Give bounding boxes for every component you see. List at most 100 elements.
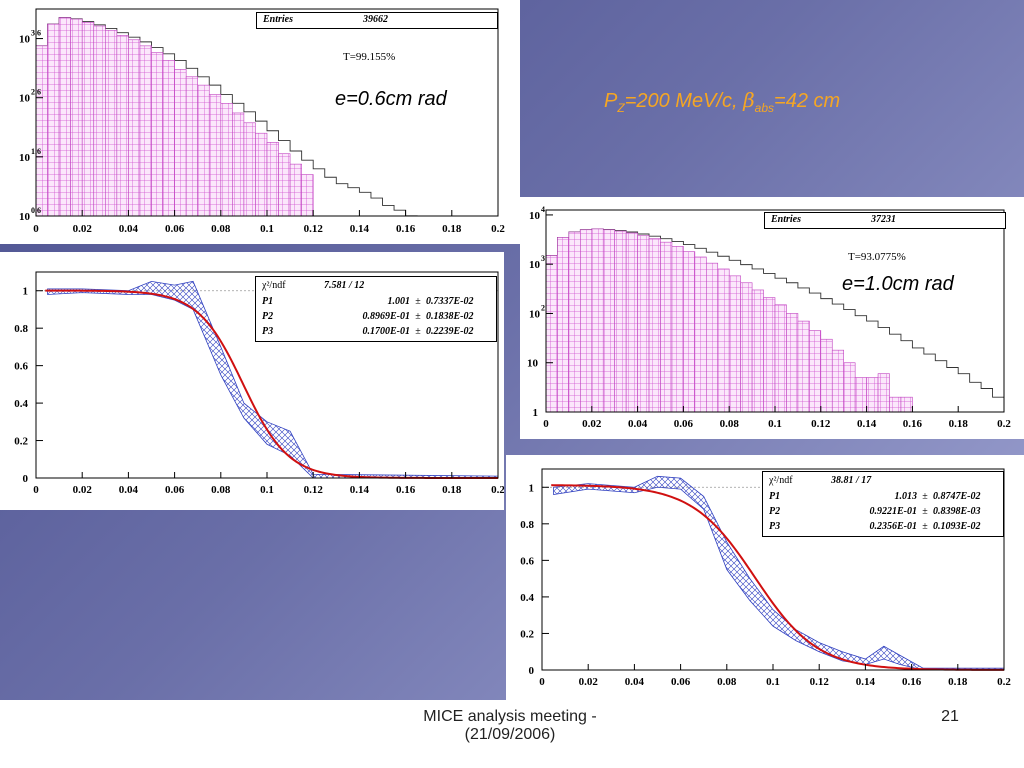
footer-meeting: MICE analysis meeting - (21/09/2006) (340, 708, 680, 744)
y-tick-label: 10 (529, 308, 541, 320)
x-tick-label: 0.1 (768, 418, 782, 430)
fit-stats-box-right: χ²/ndf 38.81 / 17 P1 1.013 ± 0.8747E-02 … (762, 471, 1004, 537)
x-tick-label: 0.12 (304, 484, 324, 496)
x-tick-label: 0.02 (73, 223, 93, 235)
histogram-bar (105, 29, 118, 217)
histogram-bar (900, 396, 913, 413)
param-value: 0.8969E-01 (362, 311, 411, 322)
y-tick-label: 1 (23, 286, 29, 298)
transmission-left: T=99.155% (343, 51, 396, 63)
histogram-bar (266, 142, 279, 217)
histogram-bar (602, 229, 615, 413)
x-tick-label: 0.12 (811, 418, 831, 430)
histogram-bar (232, 112, 245, 217)
y-tick-label: 0.6 (520, 555, 534, 567)
histogram-outline (545, 228, 1005, 412)
footer-strip (0, 700, 1024, 768)
x-tick-label: 0.18 (442, 223, 462, 235)
y-tick-exponent: 3 (541, 254, 545, 263)
subtitle-prefix: P (604, 90, 618, 112)
emittance-annotation-left: e=0.6cm rad (335, 88, 447, 110)
y-tick-label: 0.2 (520, 628, 534, 640)
x-tick-label: 0.08 (720, 418, 740, 430)
histogram-bar (717, 268, 730, 413)
histogram-bar (797, 320, 810, 413)
histogram-bar (301, 174, 314, 217)
histogram-bar (568, 231, 581, 413)
histogram-bar (243, 122, 256, 217)
entries-value: 39662 (363, 14, 388, 25)
param-name: P2 (262, 311, 274, 322)
y-tick-exponent: 0.6 (31, 206, 41, 215)
param-name: P1 (262, 296, 274, 307)
x-tick-label: 0.1 (260, 484, 274, 496)
subtitle-sub-z: Z (617, 101, 625, 115)
x-tick-label: 0 (33, 223, 39, 235)
x-tick-label: 0.2 (491, 223, 505, 235)
x-tick-label: 0.12 (304, 223, 324, 235)
x-tick-label: 0.14 (857, 418, 877, 430)
histogram-bar (660, 241, 673, 413)
histogram-bar (809, 330, 822, 413)
y-tick-label: 1 (529, 482, 535, 494)
histogram-bar (889, 396, 902, 413)
y-tick-label: 0.4 (520, 592, 534, 604)
x-tick-label: 0.02 (579, 676, 599, 688)
x-tick-label: 0.06 (165, 223, 185, 235)
histogram-bar (220, 103, 233, 217)
entries-box-left: Entries 39662 (256, 12, 498, 29)
histogram-bar (580, 229, 593, 413)
y-tick-label: 10 (19, 34, 31, 46)
x-tick-label: 0.14 (350, 223, 370, 235)
x-tick-label: 0.06 (671, 676, 691, 688)
histogram-bar (763, 297, 776, 413)
histogram-bar (843, 362, 856, 413)
histogram-bar (866, 377, 879, 413)
y-tick-label: 0.2 (14, 436, 28, 448)
param-value: 0.9221E-01 (869, 506, 918, 517)
x-tick-label: 0 (33, 484, 39, 496)
beam-parameters-subtitle: PZ=200 MeV/c, βabs=42 cm (604, 88, 840, 115)
histogram-bar (93, 25, 106, 217)
x-tick-label: 0.08 (717, 676, 737, 688)
param-value: 1.001 (387, 296, 411, 307)
emittance-annotation-right: e=1.0cm rad (842, 273, 954, 295)
y-tick-label: 0 (529, 665, 535, 677)
histogram-bar (197, 84, 210, 217)
histogram-bar (81, 22, 95, 217)
y-tick-label: 0 (23, 473, 29, 485)
histogram-bar (47, 23, 60, 217)
param-value: 0.2356E-01 (869, 521, 918, 532)
x-tick-label: 0.18 (948, 676, 968, 688)
param-name: P1 (769, 491, 781, 502)
histogram-bar (854, 377, 867, 413)
x-tick-label: 0.14 (856, 676, 876, 688)
histogram-bar (35, 45, 48, 217)
histogram-bar (116, 35, 129, 217)
param-value: 0.1700E-01 (362, 326, 411, 337)
x-tick-label: 0 (543, 418, 549, 430)
histogram-bar (255, 132, 268, 217)
histogram-bar (774, 304, 787, 413)
subtitle-sub-abs: abs (754, 101, 775, 115)
histogram-outline (35, 17, 441, 217)
entries-label: Entries (771, 214, 802, 225)
histogram-bar (740, 282, 753, 413)
x-tick-label: 0.16 (903, 418, 923, 430)
param-name: P3 (262, 326, 274, 337)
histogram-bar (58, 17, 71, 217)
histogram-bar (751, 289, 764, 413)
histogram-bar (151, 52, 164, 217)
histogram-bar (877, 373, 890, 413)
histogram-right-chart: 0 0.02 0.04 0.06 0.08 0.1 0.12 0.14 0.16 0.18 0.2 1… (527, 205, 1011, 430)
fit-curve (551, 484, 1005, 671)
y-tick-label: 10 (527, 358, 539, 370)
chi2-value: 38.81 / 17 (831, 475, 872, 486)
x-tick-label: 0.1 (260, 223, 274, 235)
x-tick-label: 0.02 (582, 418, 602, 430)
histogram-bar (614, 230, 627, 413)
y-tick-exponent: 1.6 (31, 147, 41, 156)
x-tick-label: 0.18 (949, 418, 969, 430)
histogram-bar (128, 39, 141, 217)
y-tick-label: 0.4 (14, 398, 28, 410)
